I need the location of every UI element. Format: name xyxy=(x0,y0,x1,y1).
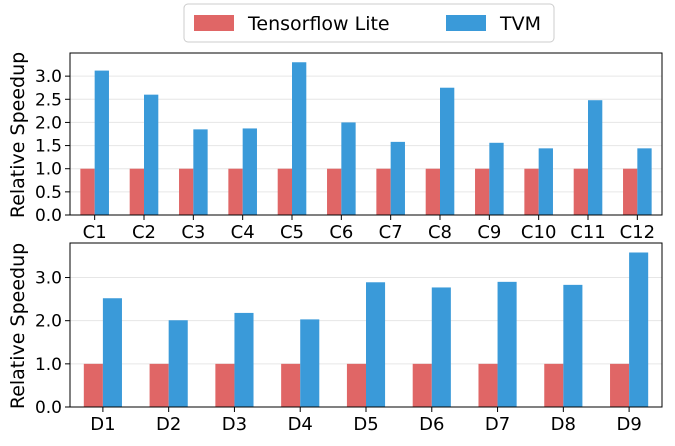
bar-tvm-c11 xyxy=(588,100,603,215)
bar-tensorflow-lite-d3 xyxy=(215,363,235,407)
bar-tvm-c7 xyxy=(390,141,405,215)
x-tick-label: D4 xyxy=(288,414,313,435)
x-tick-label: C11 xyxy=(570,222,605,243)
y-tick-label: 0.0 xyxy=(35,206,62,226)
x-tick-label: C7 xyxy=(379,222,403,243)
y-axis-label: Relative Speedup xyxy=(7,52,29,218)
legend-swatch-tensorflow-lite xyxy=(194,15,234,31)
x-tick-label: D2 xyxy=(156,414,181,435)
x-tick-label: C12 xyxy=(620,222,655,243)
bar-tvm-d5 xyxy=(366,282,386,407)
bar-tensorflow-lite-c6 xyxy=(327,168,342,215)
bar-tvm-d4 xyxy=(300,319,320,407)
y-axis-ticks: 0.0 0.5 1.0 1.5 2.0 2.5 3.0 xyxy=(35,67,70,226)
bar-tvm-d2 xyxy=(168,320,188,407)
bar-tensorflow-lite-d1 xyxy=(83,363,103,407)
bar-tensorflow-lite-c9 xyxy=(475,168,490,215)
x-tick-label: D3 xyxy=(222,414,247,435)
bar-tensorflow-lite-c5 xyxy=(277,168,292,215)
bar-tensorflow-lite-d6 xyxy=(412,363,432,407)
legend-frame xyxy=(183,3,555,43)
x-tick-label: D7 xyxy=(485,414,510,435)
y-tick-label: 2.0 xyxy=(35,113,62,133)
bar-tensorflow-lite-d8 xyxy=(544,363,564,407)
x-tick-label: C3 xyxy=(181,222,205,243)
y-tick-label: 3.0 xyxy=(35,269,62,289)
legend-swatch-tvm xyxy=(446,15,486,31)
bar-tvm-c8 xyxy=(440,87,455,215)
bar-tvm-d7 xyxy=(497,281,517,407)
bar-tensorflow-lite-c8 xyxy=(425,168,440,215)
chart-c-series: 0.0 0.5 1.0 1.5 2.0 2.5 3.0 C1 C2 C3 C4 C5 C6 C7 C8 C9… xyxy=(7,52,663,243)
x-tick-label: D5 xyxy=(353,414,378,435)
bar-tensorflow-lite-d5 xyxy=(346,363,366,407)
y-axis-ticks: 0.0 1.0 2.0 3.0 xyxy=(35,269,70,418)
legend-label-tvm: TVM xyxy=(499,13,541,35)
x-axis-ticks: C1 C2 C3 C4 C5 C6 C7 C8 C9 C10 C11 C12 xyxy=(83,215,655,243)
bar-tvm-d9 xyxy=(629,252,649,407)
bar-tvm-c5 xyxy=(292,62,307,215)
bar-tensorflow-lite-d9 xyxy=(610,363,630,407)
plot-frame xyxy=(69,52,663,216)
bar-tvm-c4 xyxy=(242,128,257,215)
bar-tvm-c2 xyxy=(144,94,159,215)
legend: Tensorflow Lite TVM xyxy=(183,3,555,43)
y-tick-label: 2.5 xyxy=(35,90,62,110)
x-tick-label: C4 xyxy=(231,222,255,243)
bar-tvm-d8 xyxy=(563,284,583,407)
x-tick-label: C9 xyxy=(477,222,501,243)
bar-tensorflow-lite-c2 xyxy=(129,168,144,215)
x-tick-label: D9 xyxy=(616,414,641,435)
bar-tvm-d6 xyxy=(431,287,451,407)
bar-tensorflow-lite-d2 xyxy=(149,363,169,407)
y-tick-label: 1.5 xyxy=(35,137,62,157)
y-tick-label: 0.0 xyxy=(35,398,62,418)
bar-tvm-d3 xyxy=(234,312,254,407)
bar-tensorflow-lite-d7 xyxy=(478,363,498,407)
bar-tvm-c12 xyxy=(637,148,652,215)
y-tick-label: 3.0 xyxy=(35,67,62,87)
bar-tvm-c1 xyxy=(94,70,109,216)
x-axis-ticks: D1 D2 D3 D4 D5 D6 D7 D8 D9 xyxy=(90,407,642,435)
y-tick-label: 1.0 xyxy=(35,160,62,180)
x-tick-label: D6 xyxy=(419,414,444,435)
chart-d-series: 0.0 1.0 2.0 3.0 D1 D2 D3 D4 D5 D6 D7 D8 D9 Relative… xyxy=(7,242,663,435)
bar-tvm-c3 xyxy=(193,129,208,215)
x-tick-label: C2 xyxy=(132,222,156,243)
x-tick-label: C6 xyxy=(329,222,353,243)
bar-tensorflow-lite-c3 xyxy=(179,168,194,215)
x-tick-label: C5 xyxy=(280,222,304,243)
bar-tvm-c9 xyxy=(489,142,504,215)
bar-tensorflow-lite-d4 xyxy=(281,363,301,407)
grid-lines xyxy=(70,75,662,216)
x-tick-label: C8 xyxy=(428,222,452,243)
bars xyxy=(80,62,652,216)
y-axis-label: Relative Speedup xyxy=(7,243,29,409)
y-tick-label: 0.5 xyxy=(35,183,62,203)
legend-label-tensorflow-lite: Tensorflow Lite xyxy=(247,13,390,35)
bar-tensorflow-lite-c12 xyxy=(623,168,638,215)
bar-tvm-c6 xyxy=(341,122,356,215)
x-tick-label: D1 xyxy=(90,414,115,435)
bar-tvm-d1 xyxy=(102,298,122,407)
x-tick-label: D8 xyxy=(551,414,576,435)
bar-tensorflow-lite-c4 xyxy=(228,168,243,215)
x-tick-label: C10 xyxy=(521,222,556,243)
bar-tensorflow-lite-c10 xyxy=(524,168,539,215)
bars xyxy=(83,252,649,407)
bar-tvm-c10 xyxy=(538,148,553,215)
bar-tensorflow-lite-c11 xyxy=(573,168,588,215)
y-tick-label: 1.0 xyxy=(35,355,62,375)
bar-tensorflow-lite-c1 xyxy=(80,168,95,215)
y-tick-label: 2.0 xyxy=(35,312,62,332)
x-tick-label: C1 xyxy=(83,222,107,243)
bar-tensorflow-lite-c7 xyxy=(376,168,391,215)
